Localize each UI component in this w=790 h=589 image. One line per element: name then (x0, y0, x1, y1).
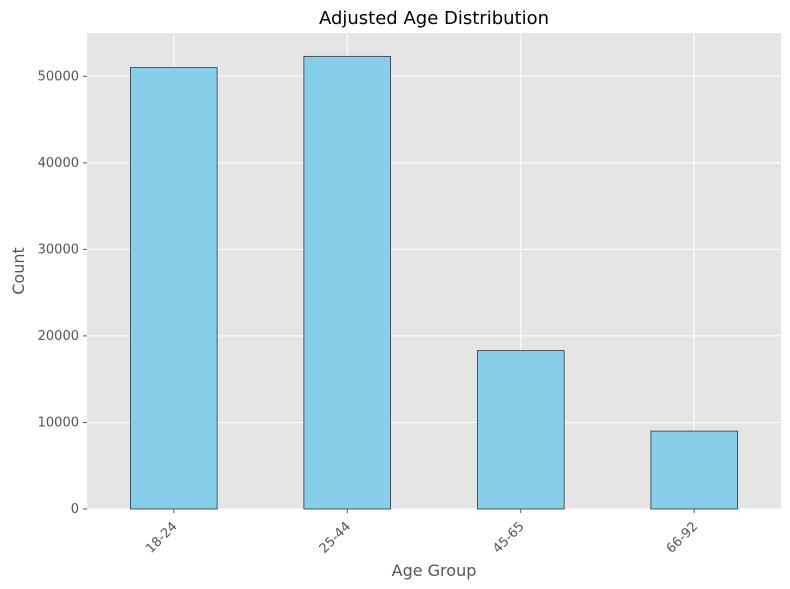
bar-18-24 (129, 67, 218, 510)
x-axis-label: Age Group (392, 561, 477, 580)
bar-45-65 (476, 350, 565, 510)
y-tick-label: 20000 (38, 329, 79, 344)
x-tick-label: 66-92 (664, 519, 701, 556)
y-axis-ticks: 0 10000 20000 30000 40000 50000 (38, 69, 87, 517)
bar-66-92 (650, 430, 739, 510)
y-tick-label: 10000 (38, 415, 79, 430)
x-tick-label: 25-44 (317, 519, 354, 556)
y-axis-label: Count (9, 247, 28, 295)
x-axis-ticks: 18-24 25-44 45-65 66-92 (143, 509, 701, 557)
bars (129, 55, 739, 510)
x-tick-label: 18-24 (143, 519, 180, 556)
chart-title: Adjusted Age Distribution (319, 8, 549, 29)
y-tick-label: 30000 (38, 242, 79, 257)
bar-25-44 (303, 55, 392, 510)
y-tick-label: 0 (71, 502, 79, 517)
y-tick-label: 50000 (38, 69, 79, 84)
y-tick-label: 40000 (38, 156, 79, 171)
x-tick-label: 45-65 (490, 519, 527, 556)
